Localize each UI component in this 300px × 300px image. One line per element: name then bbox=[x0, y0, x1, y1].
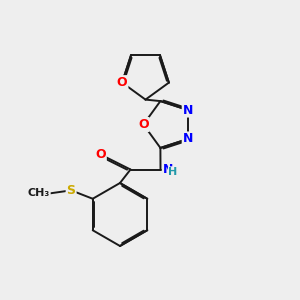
Text: O: O bbox=[138, 118, 149, 131]
Text: CH₃: CH₃ bbox=[28, 188, 50, 198]
Text: S: S bbox=[67, 184, 76, 197]
Text: O: O bbox=[95, 148, 106, 161]
Text: O: O bbox=[117, 76, 128, 89]
Text: N: N bbox=[183, 133, 193, 146]
Text: N: N bbox=[183, 103, 193, 116]
Text: N: N bbox=[163, 163, 173, 176]
Text: H: H bbox=[169, 167, 178, 177]
